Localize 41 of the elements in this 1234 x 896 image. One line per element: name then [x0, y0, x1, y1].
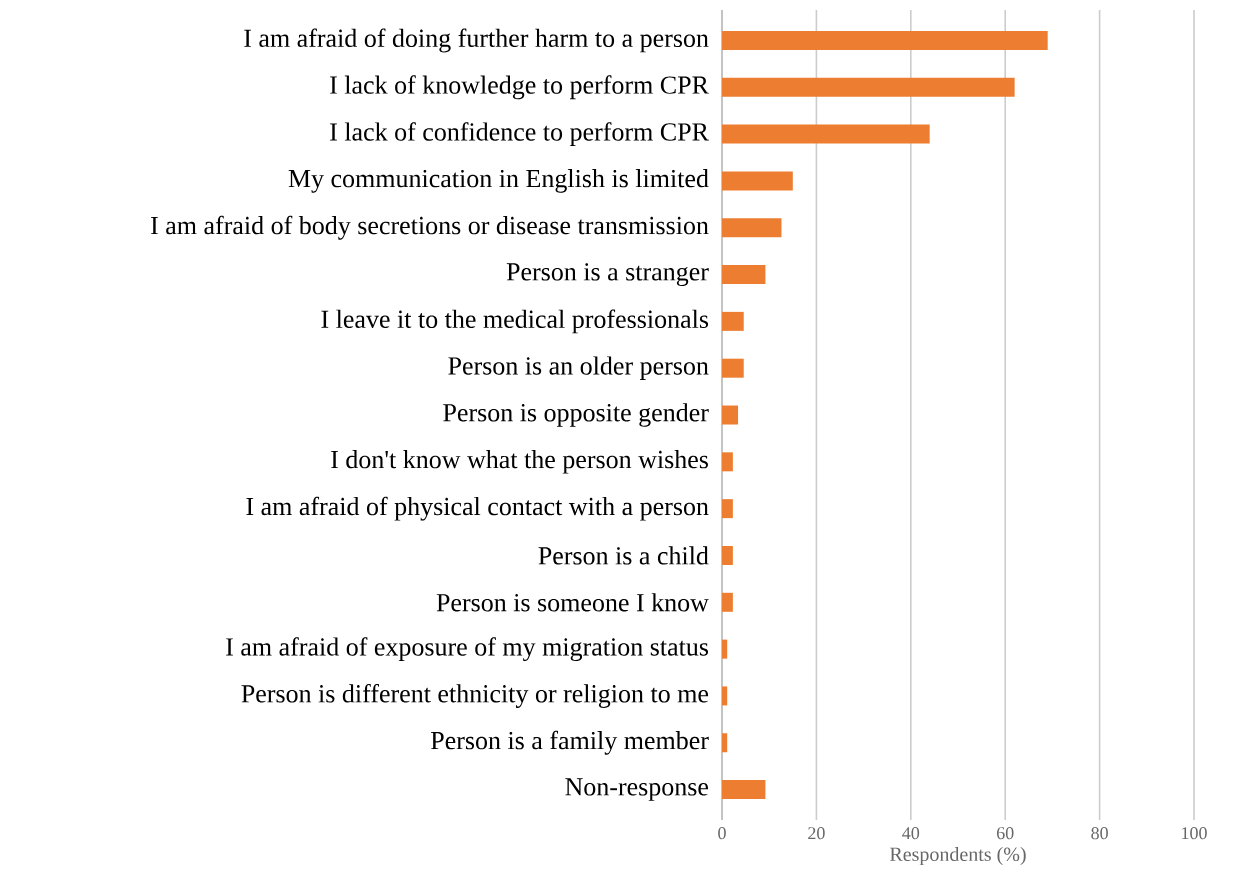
y-tick-label: I am afraid of body secretions or disease transmission [151, 215, 709, 240]
y-tick-label: I am afraid of doing further harm to a person [244, 28, 709, 53]
x-tick-label: 80 [1091, 827, 1108, 840]
y-tick-label: I am afraid of exposure of my migration status [226, 637, 709, 662]
bar [722, 171, 793, 191]
y-tick-label: Non-response [565, 778, 709, 801]
y-tick-label: Person is an older person [448, 356, 709, 380]
bar [722, 405, 739, 425]
y-tick-label: I lack of confidence to perform CPR [330, 122, 709, 146]
bar [722, 686, 728, 706]
bar [722, 639, 728, 659]
bar [722, 265, 766, 285]
y-tick-label: Person is a child [538, 546, 709, 565]
bar [722, 780, 766, 800]
x-tick-label: 40 [902, 827, 920, 840]
y-tick-label: Person is someone I know [436, 593, 709, 612]
bar [722, 124, 930, 144]
bar [722, 733, 728, 753]
bar [722, 545, 733, 565]
x-tick-label: 20 [808, 827, 825, 840]
y-tick-label: Person is a stranger [506, 263, 709, 286]
bar [722, 499, 733, 519]
y-tick-label: I am afraid of physical contact with a person [246, 496, 709, 521]
y-tick-label: Person is different ethnicity or religion to me [241, 683, 709, 708]
bar [722, 30, 1048, 50]
bar [722, 77, 1015, 97]
bar [722, 358, 744, 378]
x-tick-label: 0 [718, 827, 726, 840]
bar [722, 452, 733, 472]
bar [722, 592, 733, 612]
x-tick-label: 100 [1182, 827, 1207, 840]
x-tick-label: 60 [996, 827, 1014, 840]
bar [722, 218, 782, 238]
y-tick-label: My communication in English is limited [288, 169, 709, 193]
y-tick-label: I leave it to the medical professionals [321, 309, 709, 334]
y-tick-label: I don't know what the person wishes [331, 450, 708, 474]
y-tick-label: Person is a family member [430, 730, 709, 755]
x-axis-title: Respondents (%) [889, 846, 1026, 866]
y-tick-label: I lack of knowledge to perform CPR [330, 75, 709, 100]
bar [722, 311, 744, 331]
y-tick-label: Person is opposite gender [443, 403, 709, 427]
